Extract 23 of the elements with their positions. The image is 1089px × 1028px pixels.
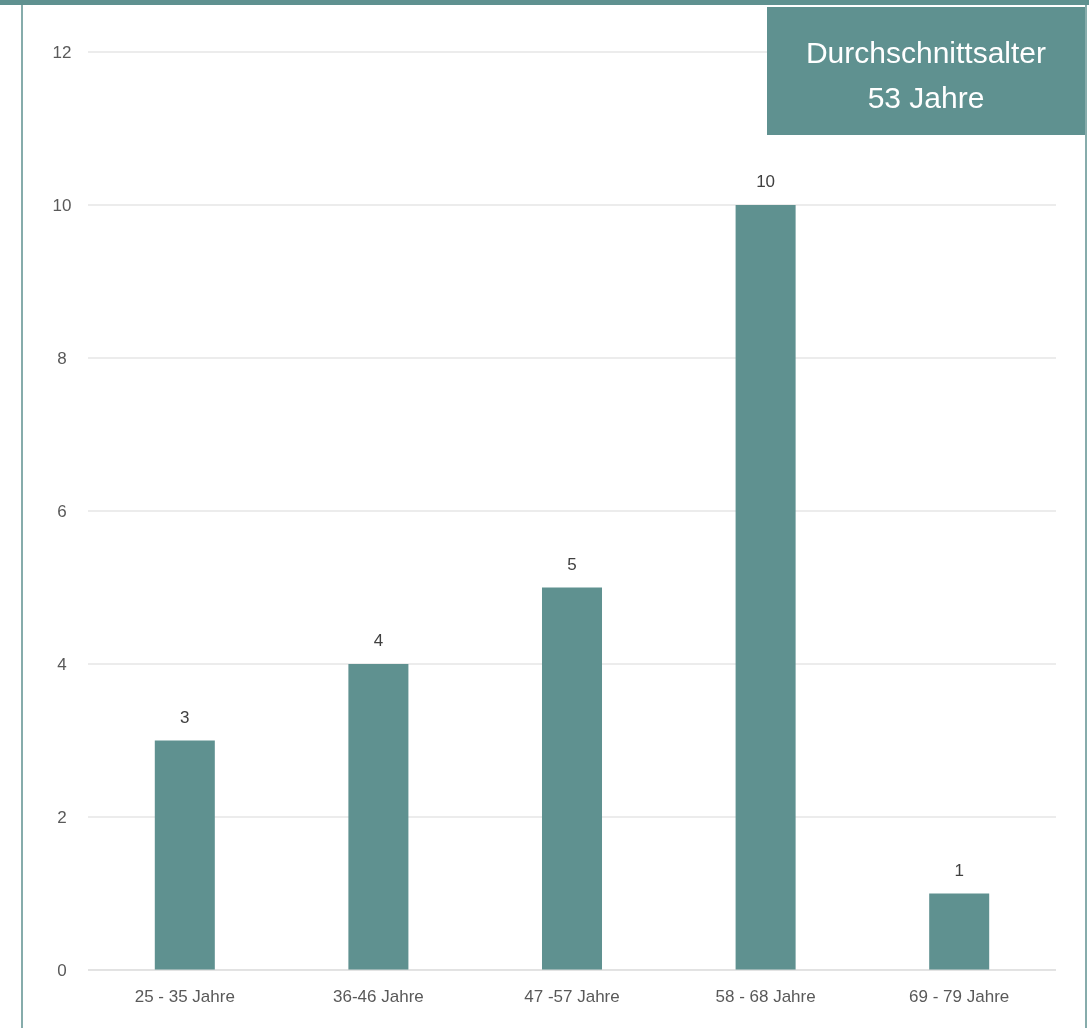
x-tick-label: 36-46 Jahre xyxy=(333,987,424,1006)
data-label: 1 xyxy=(954,860,964,880)
bar xyxy=(154,740,215,970)
y-tick-label: 8 xyxy=(57,348,67,368)
data-label: 4 xyxy=(373,631,384,650)
bar xyxy=(541,587,603,970)
y-tick-label: 12 xyxy=(52,42,72,62)
bar xyxy=(735,205,796,970)
x-tick-label: 47 -57 Jahre xyxy=(524,987,620,1006)
data-label: 10 xyxy=(756,172,776,191)
bar xyxy=(348,664,409,970)
y-tick-label: 10 xyxy=(52,195,72,215)
annotation: Durchschnittsalter 53 Jahre xyxy=(805,36,1047,114)
y-tick-label: 0 xyxy=(57,960,67,980)
y-tick-label: 6 xyxy=(57,501,67,521)
x-tick-label: 25 - 35 Jahre xyxy=(134,987,235,1006)
x-tick-label: 58 - 68 Jahre xyxy=(715,987,816,1006)
bar xyxy=(929,893,990,970)
y-tick-label: 2 xyxy=(57,807,67,827)
y-tick-label: 4 xyxy=(57,654,67,674)
data-label: 3 xyxy=(180,707,190,727)
data-label: 5 xyxy=(567,554,577,574)
x-tick-label: 69 - 79 Jahre xyxy=(909,987,1010,1006)
